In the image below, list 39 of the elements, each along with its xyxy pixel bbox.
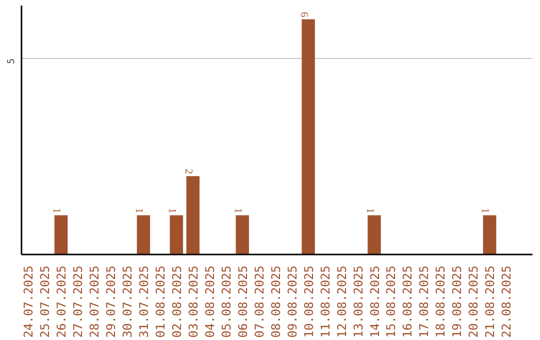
x-tick-label: 15.08.2025 bbox=[384, 265, 398, 338]
data-label: 1 bbox=[479, 208, 490, 214]
data-label: 1 bbox=[232, 208, 243, 214]
x-tick-label: 14.08.2025 bbox=[368, 265, 382, 338]
x-tick-label: 27.07.2025 bbox=[71, 265, 86, 338]
data-label: 6 bbox=[298, 12, 309, 18]
x-tick-label: 04.08.2025 bbox=[202, 265, 217, 338]
x-tick-label: 05.08.2025 bbox=[219, 265, 234, 338]
x-tick-label: 25.07.2025 bbox=[38, 265, 52, 338]
y-tick-label: 5 bbox=[6, 58, 17, 64]
data-label: 1 bbox=[364, 208, 375, 214]
x-tick-label: 22.08.2025 bbox=[500, 265, 514, 338]
x-tick-label: 11.08.2025 bbox=[318, 265, 332, 338]
x-tick-label: 13.08.2025 bbox=[351, 265, 366, 338]
x-tick-label: 03.08.2025 bbox=[186, 265, 200, 338]
data-label: 1 bbox=[166, 208, 177, 214]
data-label: 2 bbox=[182, 168, 194, 174]
x-tick-label: 31.07.2025 bbox=[136, 265, 151, 338]
x-tick-label: 26.07.2025 bbox=[54, 265, 69, 338]
x-tick-label: 16.08.2025 bbox=[400, 265, 415, 338]
x-tick-label: 07.08.2025 bbox=[252, 265, 266, 338]
x-tick-label: 01.08.2025 bbox=[153, 265, 168, 338]
x-tick-label: 20.08.2025 bbox=[466, 265, 481, 338]
data-label: 1 bbox=[50, 208, 62, 214]
x-tick-label: 21.08.2025 bbox=[483, 265, 498, 338]
x-tick-label: 08.08.2025 bbox=[268, 265, 283, 338]
x-tick-label: 17.08.2025 bbox=[417, 265, 432, 338]
x-tick-label: 18.08.2025 bbox=[434, 265, 448, 338]
x-tick-label: 30.07.2025 bbox=[120, 265, 134, 338]
x-tick-label: 24.07.2025 bbox=[22, 265, 36, 338]
x-tick-label: 09.08.2025 bbox=[285, 265, 300, 338]
x-tick-label: 12.08.2025 bbox=[334, 265, 349, 338]
x-tick-label: 29.07.2025 bbox=[104, 265, 118, 338]
x-tick-label: 02.08.2025 bbox=[170, 265, 184, 338]
x-tick-label: 19.08.2025 bbox=[450, 265, 464, 338]
data-label: 1 bbox=[132, 208, 144, 214]
x-tick-label: 10.08.2025 bbox=[302, 265, 316, 338]
x-tick-label: 28.07.2025 bbox=[88, 265, 102, 338]
x-tick-label: 06.08.2025 bbox=[236, 265, 250, 338]
